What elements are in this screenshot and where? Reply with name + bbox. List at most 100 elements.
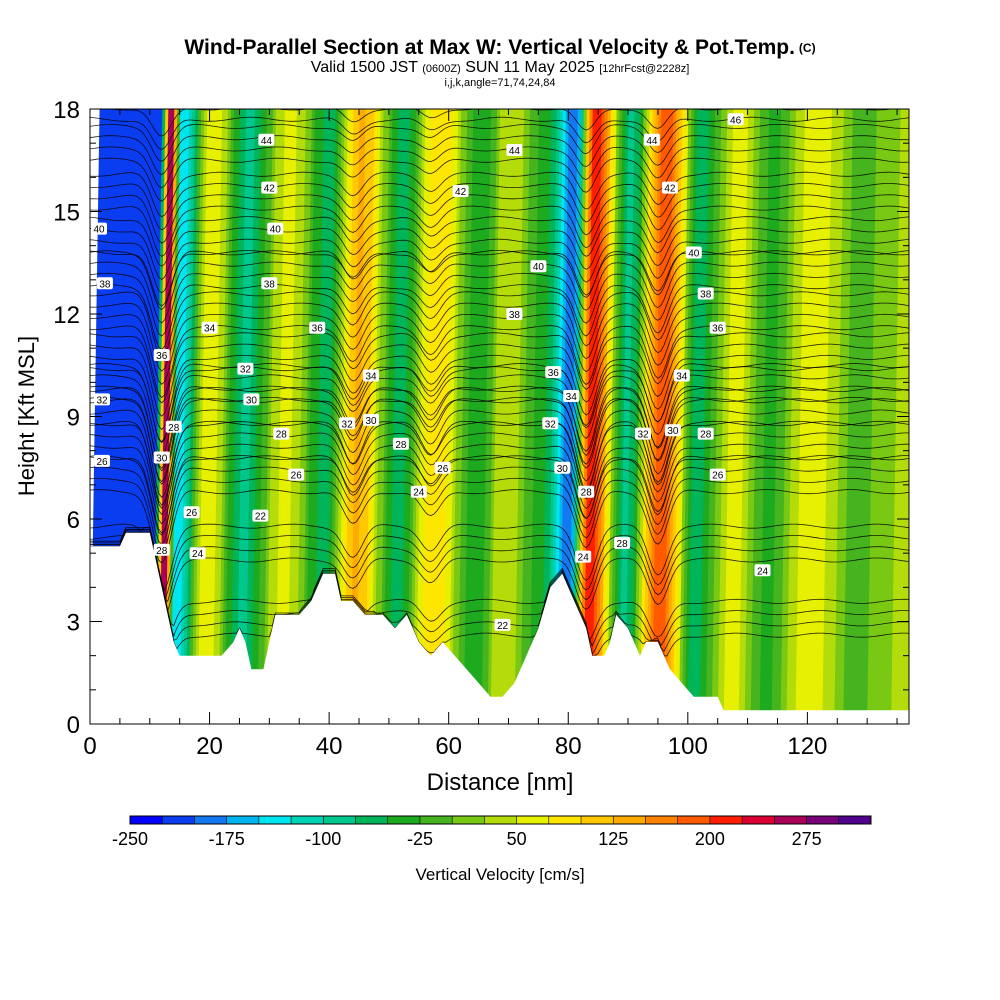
svg-text:26: 26 bbox=[437, 464, 449, 475]
velocity-band bbox=[421, 109, 435, 724]
theta-label: 40 bbox=[91, 222, 107, 236]
velocity-band bbox=[439, 109, 453, 724]
velocity-band bbox=[735, 109, 749, 724]
velocity-band bbox=[768, 109, 782, 724]
velocity-band bbox=[209, 109, 223, 724]
theta-label: 28 bbox=[614, 536, 631, 550]
x-tick-label: 40 bbox=[316, 733, 343, 760]
colorbar-swatch bbox=[323, 816, 356, 824]
velocity-band bbox=[819, 109, 833, 724]
theta-contour-line bbox=[90, 157, 909, 202]
velocity-band bbox=[792, 109, 806, 724]
svg-text:26: 26 bbox=[712, 471, 724, 482]
theta-label: 36 bbox=[309, 321, 326, 335]
velocity-band bbox=[738, 109, 752, 724]
velocity-band bbox=[302, 109, 316, 724]
theta-label: 42 bbox=[661, 181, 678, 195]
theta-contour-line bbox=[90, 397, 909, 483]
theta-contour-line bbox=[90, 124, 909, 162]
theta-label: 36 bbox=[153, 349, 170, 362]
colorbar-tick-label: 125 bbox=[598, 829, 628, 849]
colorbar-tick-label: 275 bbox=[792, 829, 822, 849]
theta-contour-line bbox=[90, 532, 909, 657]
velocity-band bbox=[517, 109, 531, 724]
theta-contour-line bbox=[90, 466, 909, 546]
velocity-band bbox=[723, 109, 737, 724]
svg-text:34: 34 bbox=[365, 372, 377, 383]
velocity-band bbox=[882, 109, 896, 724]
theta-contour-line bbox=[90, 530, 909, 603]
theta-label: 44 bbox=[506, 144, 523, 157]
theta-label: 24 bbox=[575, 550, 592, 564]
y-tick-label: 9 bbox=[67, 405, 80, 432]
velocity-band bbox=[906, 531, 909, 724]
colorbar-tick-label: 50 bbox=[507, 829, 527, 849]
svg-text:30: 30 bbox=[557, 464, 569, 475]
valid-utc: (0600Z) bbox=[422, 63, 461, 75]
velocity-band bbox=[616, 109, 630, 724]
theta-label: 44 bbox=[643, 133, 660, 147]
theta-label: 26 bbox=[288, 468, 305, 482]
y-tick-label: 6 bbox=[67, 507, 80, 534]
velocity-band bbox=[397, 109, 412, 724]
velocity-band bbox=[684, 109, 698, 724]
velocity-band bbox=[296, 109, 310, 724]
theta-contour-line bbox=[90, 302, 909, 372]
theta-label: 30 bbox=[153, 451, 170, 465]
theta-label: 26 bbox=[94, 454, 110, 468]
colorbar-tick-label: 200 bbox=[695, 829, 725, 849]
theta-label: 32 bbox=[635, 427, 651, 441]
theta-contour-line bbox=[90, 250, 909, 311]
x-tick-label: 20 bbox=[196, 733, 223, 760]
theta-contour-line bbox=[90, 387, 909, 472]
theta-contours bbox=[90, 109, 909, 657]
x-tick-label: 100 bbox=[668, 733, 708, 760]
theta-contour-line bbox=[90, 261, 909, 324]
svg-text:38: 38 bbox=[99, 279, 111, 290]
theta-label: 34 bbox=[563, 390, 580, 403]
velocity-band bbox=[424, 109, 438, 724]
theta-contour-line bbox=[90, 420, 909, 509]
velocity-band bbox=[628, 109, 642, 724]
velocity-band bbox=[227, 109, 241, 724]
theta-contour-line bbox=[90, 332, 909, 404]
velocity-band bbox=[400, 109, 415, 724]
velocity-band bbox=[409, 109, 423, 724]
colorbar-tick-label: -25 bbox=[407, 829, 433, 849]
colorbar-swatch bbox=[162, 816, 195, 824]
theta-contour-line bbox=[90, 238, 909, 294]
y-tick-label: 18 bbox=[53, 97, 80, 124]
velocity-band bbox=[864, 109, 878, 724]
velocity-band bbox=[613, 109, 627, 724]
svg-text:26: 26 bbox=[96, 457, 108, 468]
colorbar-title: Vertical Velocity [cm/s] bbox=[415, 865, 584, 884]
velocity-band bbox=[601, 109, 615, 724]
theta-contour-line bbox=[90, 171, 909, 218]
velocity-band bbox=[732, 109, 746, 724]
x-tick-label: 0 bbox=[83, 733, 96, 760]
velocity-band bbox=[170, 109, 184, 724]
svg-text:44: 44 bbox=[261, 136, 273, 147]
velocity-band bbox=[206, 109, 220, 724]
velocity-band bbox=[672, 109, 687, 724]
velocity-band bbox=[598, 109, 612, 724]
colorbar-swatch bbox=[645, 816, 679, 824]
velocity-band bbox=[344, 109, 358, 724]
theta-contour-line bbox=[90, 325, 909, 399]
theta-label: 36 bbox=[545, 366, 562, 379]
velocity-band bbox=[463, 109, 477, 724]
velocity-band bbox=[669, 109, 684, 724]
colorbar-swatch bbox=[484, 816, 518, 824]
velocity-band bbox=[789, 109, 803, 724]
velocity-band bbox=[233, 109, 247, 724]
velocity-band bbox=[795, 109, 809, 724]
theta-contour-line bbox=[90, 116, 909, 150]
colorbar-swatch bbox=[548, 816, 582, 824]
velocity-band bbox=[828, 109, 842, 724]
velocity-band bbox=[158, 109, 172, 724]
velocity-band bbox=[867, 109, 881, 724]
colorbar-tick-label: -100 bbox=[305, 829, 341, 849]
velocity-band bbox=[457, 109, 471, 724]
theta-contour-line bbox=[90, 523, 909, 592]
grid-indices: i,j,k,angle=71,74,24,84 bbox=[444, 77, 556, 89]
